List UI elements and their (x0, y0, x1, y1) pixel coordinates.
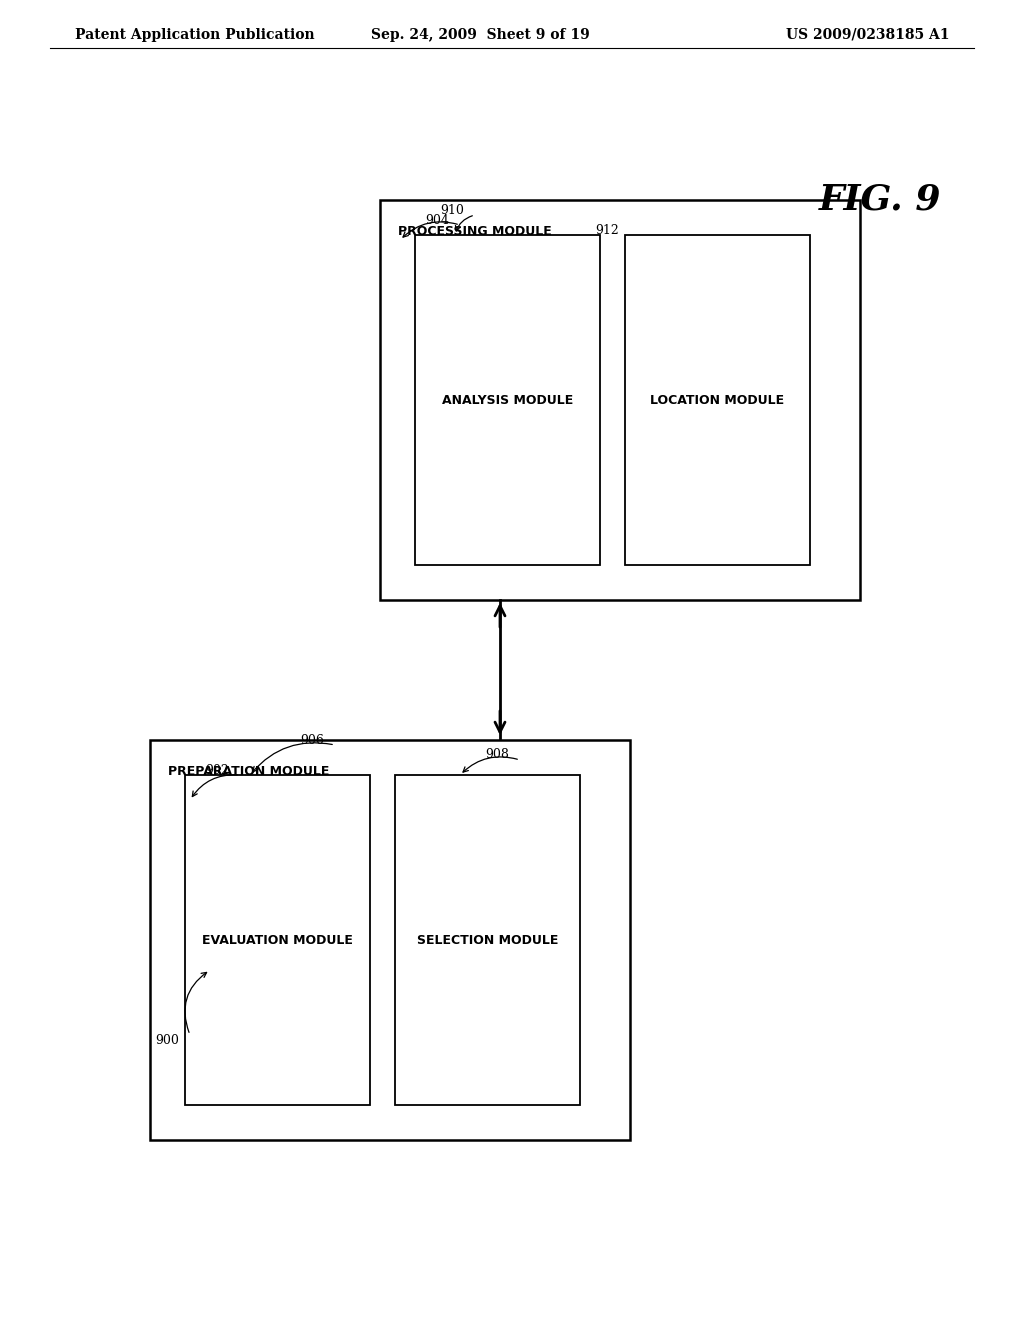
Text: 912: 912 (595, 223, 618, 236)
Text: EVALUATION MODULE: EVALUATION MODULE (202, 933, 353, 946)
Text: ANALYSIS MODULE: ANALYSIS MODULE (442, 393, 573, 407)
Bar (380, 201, 860, 601)
Text: US 2009/0238185 A1: US 2009/0238185 A1 (786, 28, 950, 42)
Bar (150, 741, 630, 1140)
Text: 904: 904 (425, 214, 449, 227)
Text: 906: 906 (300, 734, 324, 747)
Text: SELECTION MODULE: SELECTION MODULE (417, 933, 558, 946)
Text: FIG. 9: FIG. 9 (819, 183, 941, 216)
Bar (625, 235, 810, 565)
Text: 908: 908 (485, 748, 509, 762)
Text: 910: 910 (440, 203, 464, 216)
Bar (185, 775, 370, 1105)
Text: Patent Application Publication: Patent Application Publication (75, 28, 314, 42)
Bar (415, 235, 600, 565)
Text: PROCESSING MODULE: PROCESSING MODULE (398, 224, 552, 238)
Text: LOCATION MODULE: LOCATION MODULE (650, 393, 784, 407)
Text: PREPARATION MODULE: PREPARATION MODULE (168, 766, 330, 777)
Bar (395, 775, 580, 1105)
Text: 900: 900 (155, 1034, 179, 1047)
Text: 902: 902 (205, 763, 228, 776)
Text: Sep. 24, 2009  Sheet 9 of 19: Sep. 24, 2009 Sheet 9 of 19 (371, 28, 590, 42)
